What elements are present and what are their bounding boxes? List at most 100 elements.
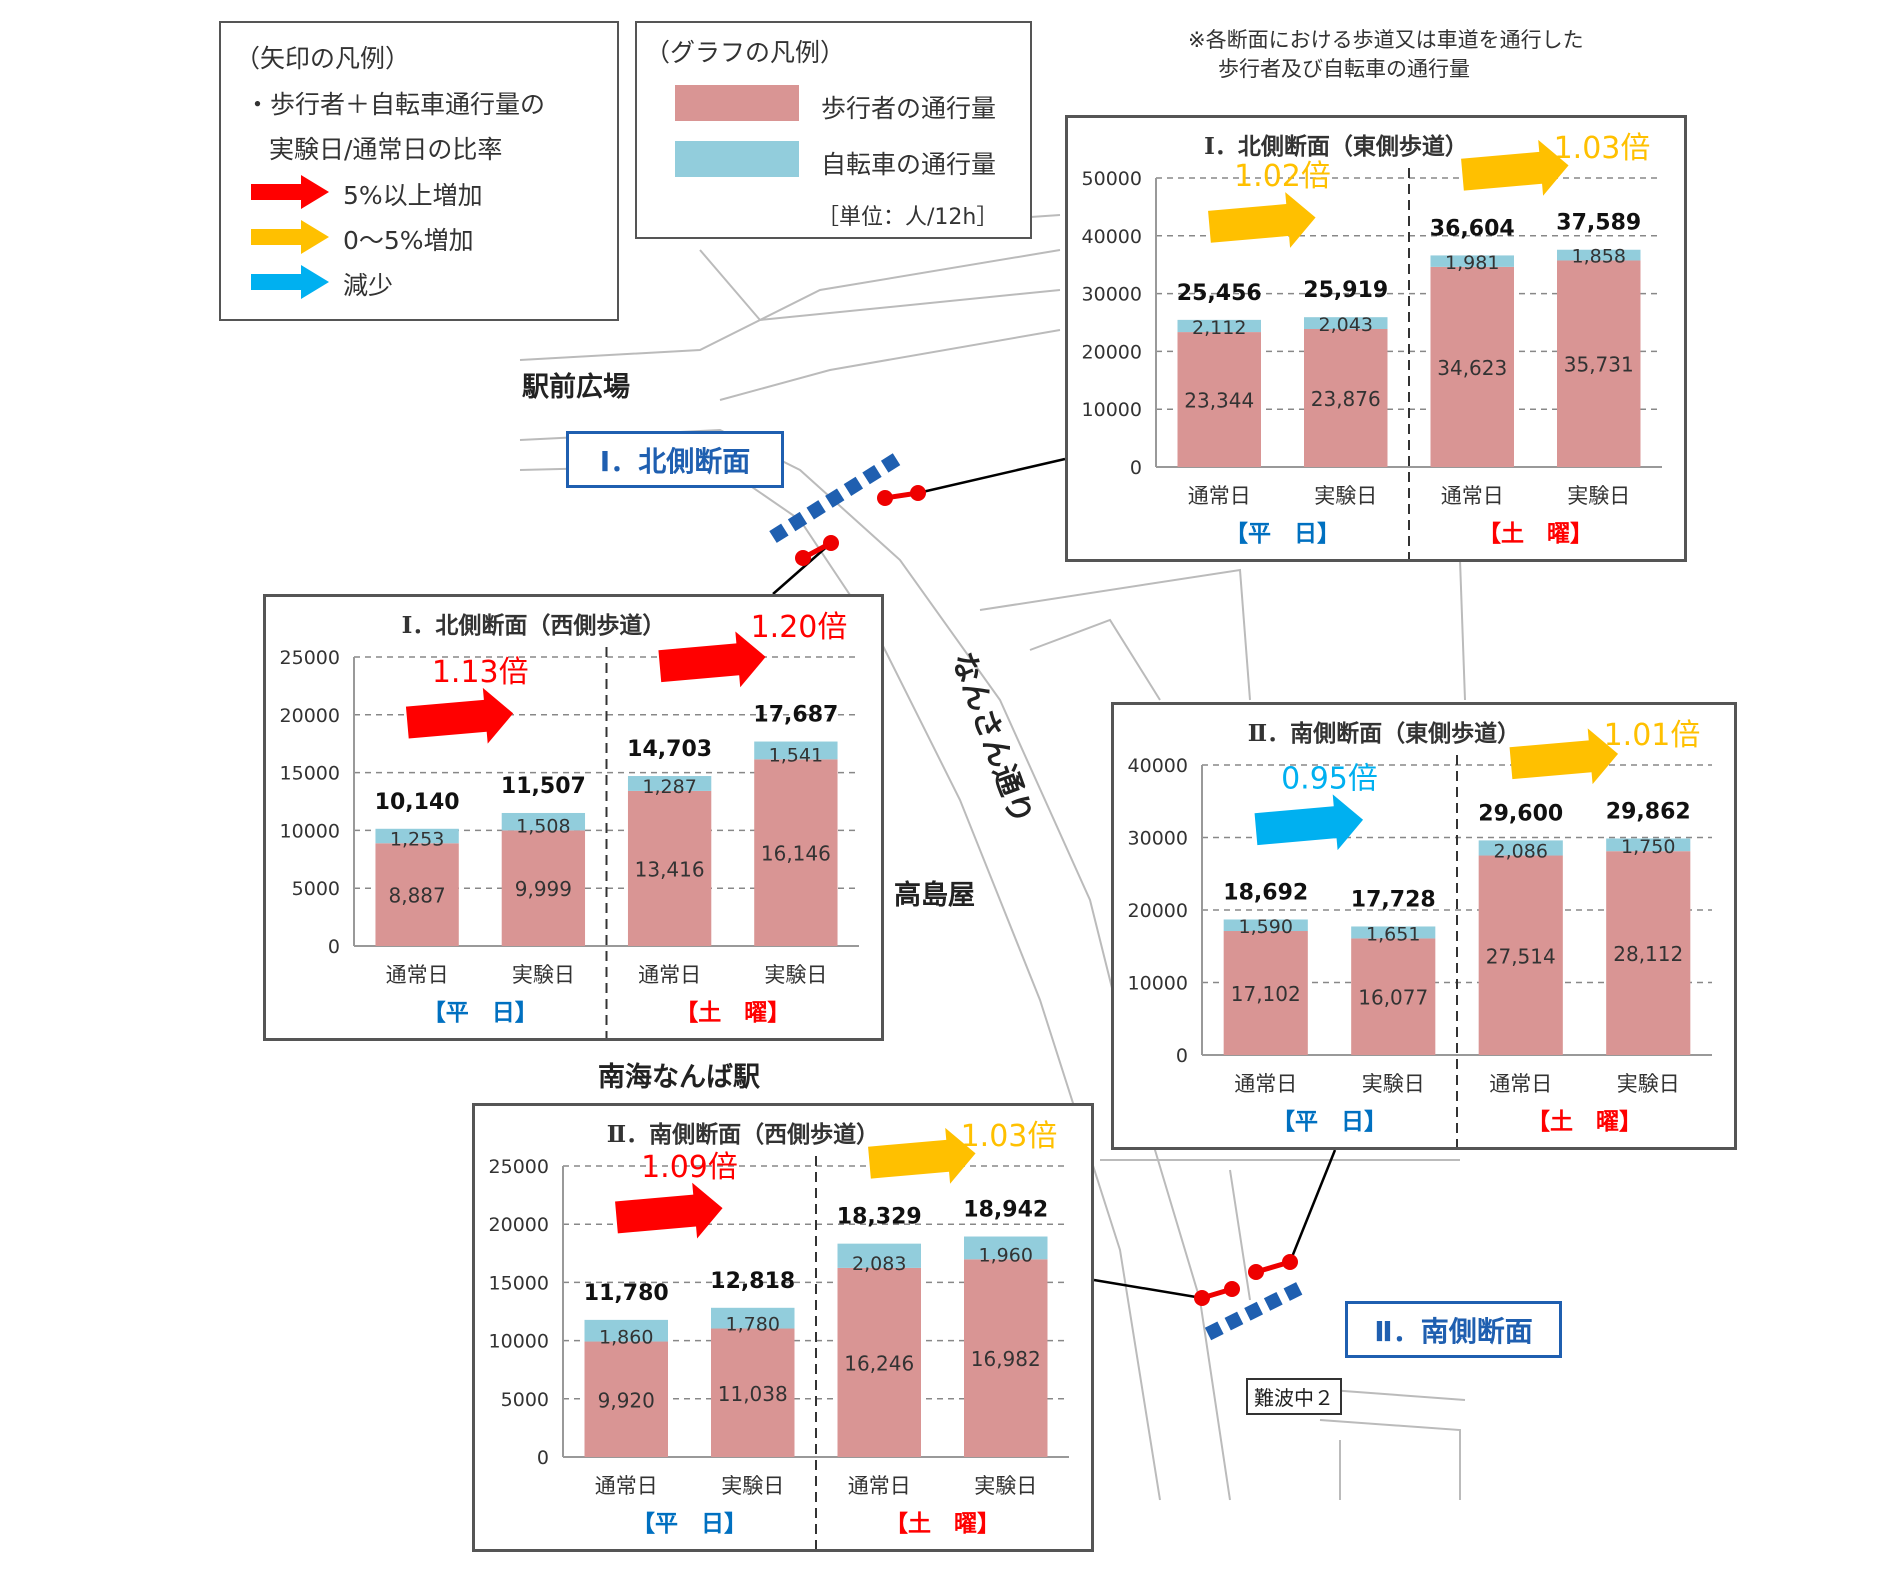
ratio-label: 0.95倍: [1281, 761, 1378, 796]
y-tick-label: 0: [1130, 457, 1142, 479]
ratio-label: 1.02倍: [1234, 159, 1331, 194]
ratio-arrow-icon: [1509, 728, 1619, 785]
pedestrian-value-label: 11,038: [718, 1382, 788, 1406]
legend-increase-5: 5%以上増加: [343, 181, 483, 210]
bicycle-swatch: [675, 141, 799, 177]
ratio-arrow-icon: [615, 1182, 723, 1239]
y-tick-label: 10000: [1082, 399, 1142, 421]
total-value-label: 37,589: [1556, 211, 1641, 236]
group-label-weekday: 【平 日】: [1272, 1109, 1387, 1135]
bar-bicycle: [1430, 255, 1514, 267]
bicycle-value-label: 1,858: [1572, 245, 1626, 267]
y-tick-label: 5000: [501, 1389, 549, 1411]
ratio-arrow-icon: [1208, 192, 1316, 248]
category-label: 実験日: [1567, 484, 1630, 508]
map-label-nankai-station: 南海なんば駅: [598, 1055, 760, 1094]
total-value-label: 10,140: [375, 790, 460, 815]
south-section-marker: [1194, 1254, 1308, 1341]
category-label: 実験日: [974, 1474, 1037, 1498]
bicycle-legend-label: 自転車の通行量: [821, 150, 997, 179]
pedestrian-value-label: 28,112: [1613, 942, 1683, 966]
bicycle-value-label: 1,541: [769, 744, 823, 766]
category-label: 通常日: [1234, 1072, 1297, 1096]
bar-pedestrian: [1606, 851, 1691, 1055]
ratio-arrow-icon: [658, 631, 766, 688]
chart-north-east: Ⅰ．北側断面（東側歩道） 0 10000 20000 30000 40000 50000 23…: [1065, 115, 1687, 562]
blue-arrow-icon: [251, 265, 329, 299]
note-line1: ※各断面における歩道又は車道を通行した: [1188, 28, 1584, 52]
orange-arrow-icon: [251, 220, 329, 254]
bicycle-value-label: 1,860: [599, 1327, 653, 1349]
y-tick-label: 20000: [1082, 341, 1142, 363]
note-line2: 歩行者及び自転車の通行量: [1218, 57, 1470, 81]
chart-north-west: Ⅰ．北側断面（西側歩道） 0 5000 10000 15000 20000 25000 8,8…: [263, 594, 884, 1041]
y-tick-label: 30000: [1128, 828, 1188, 850]
y-tick-label: 15000: [280, 763, 340, 785]
category-label: 通常日: [1441, 484, 1504, 508]
pedestrian-value-label: 16,146: [761, 842, 831, 866]
bar-pedestrian: [1351, 938, 1436, 1055]
pedestrian-value-label: 9,920: [598, 1388, 655, 1412]
bicycle-value-label: 2,083: [852, 1253, 906, 1275]
bar-pedestrian: [1430, 266, 1514, 467]
total-value-label: 25,919: [1303, 278, 1388, 303]
bar-pedestrian: [375, 843, 459, 946]
y-tick-label: 5000: [292, 878, 340, 900]
bicycle-value-label: 1,253: [390, 828, 444, 850]
bar-pedestrian: [584, 1341, 668, 1457]
y-tick-label: 50000: [1082, 168, 1142, 190]
total-value-label: 36,604: [1430, 216, 1515, 241]
pedestrian-value-label: 27,514: [1486, 944, 1556, 968]
pedestrian-value-label: 23,344: [1184, 389, 1254, 413]
chart-title: Ⅱ．南側断面（西側歩道）: [607, 1121, 879, 1148]
pedestrian-value-label: 35,731: [1564, 353, 1634, 377]
group-label-saturday: 【土 曜】: [885, 1511, 1000, 1537]
total-value-label: 18,692: [1223, 880, 1308, 905]
total-value-label: 12,818: [710, 1269, 795, 1294]
category-label: 実験日: [1362, 1072, 1425, 1096]
category-label: 通常日: [386, 963, 449, 987]
unit-label: ［単位：人/12h］: [817, 205, 999, 230]
bar-pedestrian: [1223, 931, 1308, 1055]
bicycle-value-label: 1,287: [642, 776, 696, 798]
total-value-label: 17,687: [753, 703, 838, 728]
group-label-saturday: 【土 曜】: [675, 1000, 790, 1026]
bar-bicycle: [1177, 319, 1261, 333]
arrow-legend-title: （矢印の凡例）: [235, 44, 411, 73]
bar-bicycle: [711, 1307, 795, 1329]
bar-bicycle: [964, 1236, 1048, 1260]
bicycle-value-label: 1,960: [979, 1244, 1033, 1266]
y-tick-label: 10000: [1128, 973, 1188, 995]
bar-bicycle: [501, 812, 586, 831]
bar-bicycle: [837, 1243, 921, 1268]
red-arrow-icon: [251, 175, 329, 209]
ratio-label: 1.01倍: [1604, 718, 1701, 753]
y-tick-label: 10000: [280, 820, 340, 842]
bar-pedestrian: [964, 1259, 1048, 1457]
pedestrian-value-label: 13,416: [635, 857, 705, 881]
bicycle-value-label: 2,112: [1192, 317, 1246, 339]
y-tick-label: 10000: [489, 1331, 549, 1353]
chart-svg: Ⅰ．北側断面（西側歩道） 0 5000 10000 15000 20000 25000 8,8…: [280, 610, 859, 1038]
total-value-label: 11,780: [584, 1281, 669, 1306]
chart-svg: Ⅱ．南側断面（東側歩道） 0 10000 20000 30000 40000 17,102 1…: [1128, 718, 1712, 1147]
bar-pedestrian: [711, 1328, 795, 1457]
y-tick-label: 0: [1176, 1045, 1188, 1067]
category-label: 通常日: [848, 1474, 911, 1498]
pedestrian-value-label: 9,999: [515, 877, 572, 901]
category-label: 通常日: [1188, 484, 1251, 508]
bar-pedestrian: [1557, 260, 1641, 467]
bar-bicycle: [1478, 840, 1563, 856]
ratio-arrow-icon: [868, 1127, 976, 1184]
total-value-label: 18,942: [963, 1198, 1048, 1223]
note: ※各断面における歩道又は車道を通行した 歩行者及び自転車の通行量: [1188, 26, 1584, 84]
bar-bicycle: [1557, 249, 1641, 261]
chart-south-west: Ⅱ．南側断面（西側歩道） 0 5000 10000 15000 20000 25000 9,9…: [472, 1103, 1094, 1552]
pedestrian-value-label: 16,077: [1358, 986, 1428, 1010]
group-label-weekday: 【平 日】: [423, 1000, 538, 1026]
ratio-label: 1.20倍: [751, 610, 848, 645]
group-label-weekday: 【平 日】: [1225, 521, 1340, 547]
group-label-weekday: 【平 日】: [632, 1511, 747, 1537]
bar-bicycle: [1351, 926, 1436, 939]
north-section-label: Ⅰ．北側断面: [566, 431, 784, 488]
